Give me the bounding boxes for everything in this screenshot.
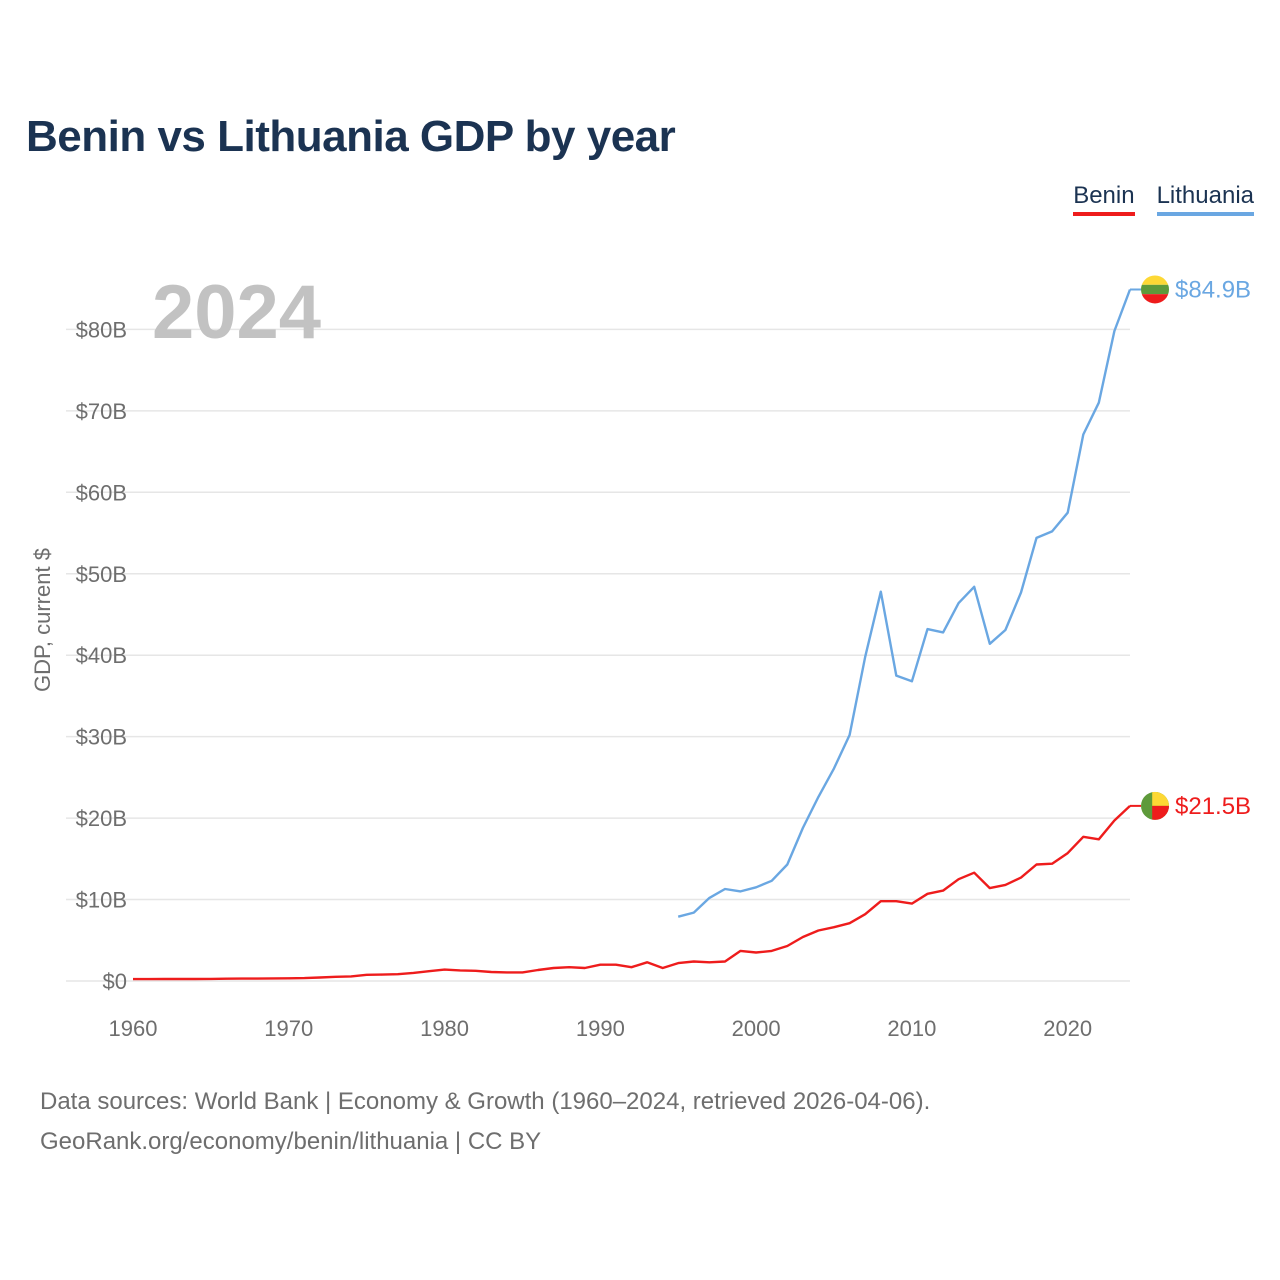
flag-stripe	[1141, 275, 1169, 285]
year-watermark: 2024	[152, 270, 321, 355]
x-tick-label: 1970	[264, 1016, 313, 1041]
series-group	[133, 289, 1132, 981]
y-axis-label: GDP, current $	[30, 548, 55, 692]
chart-title: Benin vs Lithuania GDP by year	[26, 112, 676, 161]
y-tick-label: $0	[103, 969, 127, 994]
grid-lines	[66, 328, 1130, 982]
gdp-line-chart: 2024 $0$10B$20B$30B$40B$50B$60B$70B$80B …	[30, 270, 1251, 1041]
x-tick-label: 2010	[887, 1016, 936, 1041]
y-tick-label: $70B	[76, 399, 127, 424]
y-tick-label: $10B	[76, 888, 127, 913]
y-tick-label: $50B	[76, 562, 127, 587]
flag-body	[1141, 275, 1169, 304]
flag-stripe	[1141, 294, 1169, 304]
x-tick-label: 1960	[109, 1016, 158, 1041]
flag-stripe	[1141, 284, 1169, 295]
footer: Data sources: World Bank | Economy & Gro…	[40, 1082, 930, 1162]
benin-end-value-label: $21.5B	[1175, 793, 1251, 820]
y-tick-label: $40B	[76, 643, 127, 668]
y-tick-label: $60B	[76, 480, 127, 505]
lithuania-end-value-label: $84.9B	[1175, 276, 1251, 303]
legend-item-benin[interactable]: Benin	[1073, 182, 1135, 216]
series-line-benin	[133, 805, 1131, 981]
lithuania-flag-icon	[1141, 275, 1169, 304]
data-source-note: Data sources: World Bank | Economy & Gro…	[40, 1088, 931, 1115]
x-tick-label: 2020	[1043, 1016, 1092, 1041]
y-tick-label: $80B	[76, 317, 127, 342]
y-tick-label: $20B	[76, 806, 127, 831]
end-markers: $84.9B $21.5B	[1130, 275, 1251, 820]
x-tick-label: 1980	[420, 1016, 469, 1041]
y-axis-ticks: $0 $10B $20B $30B $40B $50B $60B $70B $80B	[76, 317, 127, 994]
x-axis-ticks: 1960 1970 1980 1990 2000 2010 2020	[109, 1016, 1093, 1041]
y-tick-label: $30B	[76, 725, 127, 750]
series-line-lithuania	[677, 289, 1132, 918]
x-tick-label: 2000	[732, 1016, 781, 1041]
legend: Benin Lithuania	[1073, 182, 1254, 216]
legend-item-lithuania[interactable]: Lithuania	[1156, 182, 1254, 216]
source-link[interactable]: GeoRank.org/economy/benin/lithuania | CC…	[40, 1128, 542, 1155]
x-tick-label: 1990	[576, 1016, 625, 1041]
